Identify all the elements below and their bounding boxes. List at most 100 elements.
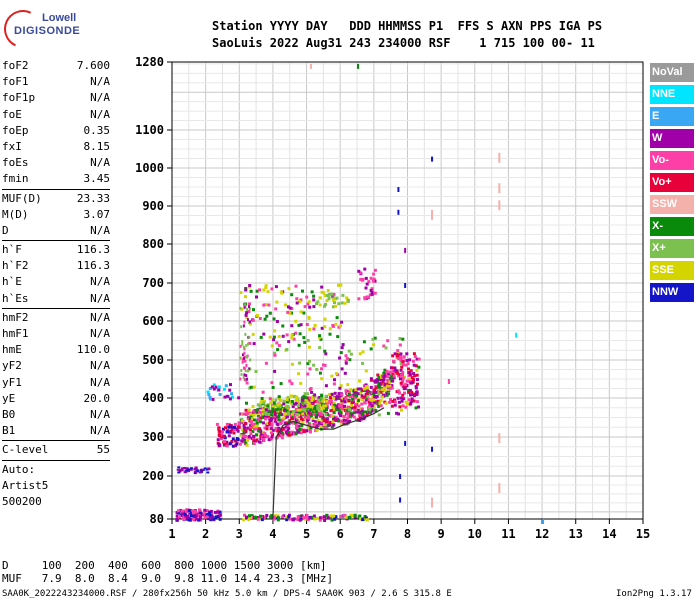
echo-point	[344, 354, 348, 358]
echo-point	[290, 430, 293, 434]
echo-point	[286, 425, 290, 429]
echo-point	[259, 437, 263, 440]
echo-point	[411, 378, 415, 382]
echo-point	[275, 515, 279, 519]
echo-point	[244, 288, 248, 292]
echo-point	[345, 296, 349, 300]
echo-point	[339, 351, 343, 355]
echo-point	[334, 415, 338, 419]
echo-point	[285, 398, 289, 402]
echo-point	[374, 409, 378, 413]
param-value: N/A	[90, 424, 110, 438]
x-tick-label: 9	[438, 527, 445, 541]
echo-point	[267, 438, 271, 442]
echo-point	[262, 332, 266, 336]
echo-point	[316, 300, 320, 304]
echo-point	[415, 378, 419, 381]
echo-point	[208, 387, 212, 390]
echo-point	[252, 439, 256, 443]
echo-point	[258, 410, 262, 414]
echo-point	[311, 418, 315, 422]
echo-point	[323, 409, 327, 413]
param-name: foF1	[2, 75, 29, 89]
echo-point	[303, 392, 307, 396]
echo-point	[198, 515, 202, 519]
echo-point	[297, 399, 300, 403]
echo-point	[412, 363, 416, 367]
echo-point	[412, 352, 416, 356]
echo-point	[224, 384, 228, 388]
echo-point	[248, 322, 252, 326]
echo-point	[342, 418, 346, 422]
echo-point	[385, 384, 389, 388]
echo-point	[319, 411, 323, 415]
echo-point	[354, 418, 358, 422]
echo-point	[221, 430, 225, 434]
echo-point	[298, 332, 302, 336]
echo-point	[285, 348, 289, 351]
echo-point	[383, 389, 387, 393]
echo-point	[285, 415, 289, 419]
echo-point	[243, 347, 246, 351]
echo-point	[286, 310, 290, 314]
echo-point	[258, 433, 262, 436]
echo-point	[253, 422, 257, 426]
echo-point	[237, 396, 241, 400]
echo-point	[287, 287, 291, 291]
echo-point	[373, 400, 377, 404]
echo-point	[285, 333, 289, 337]
echo-point	[184, 469, 188, 472]
echo-point	[357, 404, 361, 408]
echo-point	[385, 372, 389, 375]
echo-point	[240, 434, 244, 438]
echo-point	[397, 389, 401, 393]
echo-point	[305, 429, 309, 433]
echo-point	[262, 303, 266, 307]
echo-point	[303, 305, 307, 309]
echo-point	[376, 380, 380, 384]
echo-point	[243, 359, 247, 363]
echo-point	[212, 387, 216, 391]
echo-point	[192, 513, 196, 517]
echo-point	[324, 412, 328, 416]
echo-point	[297, 343, 301, 347]
echo-point	[360, 409, 364, 413]
echo-point	[263, 317, 267, 321]
echo-point	[399, 352, 403, 356]
echo-point	[185, 515, 189, 519]
echo-point	[271, 414, 275, 418]
echo-point	[316, 516, 319, 520]
echo-point	[251, 430, 255, 433]
echo-point	[233, 422, 237, 426]
echo-point	[270, 424, 274, 428]
echo-point	[313, 422, 317, 426]
echo-point	[243, 426, 247, 430]
param-value: N/A	[90, 91, 110, 105]
echo-point	[248, 367, 251, 371]
echo-point	[408, 389, 412, 393]
echo-point	[256, 414, 260, 418]
y-tick-label: 500	[142, 353, 164, 367]
echo-point	[274, 427, 278, 431]
echo-point	[243, 351, 246, 355]
echo-point	[317, 398, 321, 402]
echo-point	[391, 399, 395, 403]
echo-point	[206, 515, 210, 519]
echo-point	[244, 303, 247, 307]
echo-point	[365, 386, 369, 390]
echo-point	[383, 382, 387, 386]
param-value: 116.3	[76, 243, 110, 257]
echo-point	[392, 374, 396, 378]
echo-point	[219, 437, 223, 441]
echo-point	[218, 514, 222, 518]
echo-point	[274, 419, 278, 423]
echo-point	[245, 374, 248, 377]
echo-point	[337, 392, 341, 396]
echo-point	[330, 392, 334, 396]
echo-point	[398, 405, 402, 409]
echo-point	[399, 357, 403, 361]
echo-point	[258, 317, 262, 320]
echo-point	[329, 409, 333, 413]
echo-point	[287, 515, 291, 519]
echo-point	[388, 385, 392, 388]
